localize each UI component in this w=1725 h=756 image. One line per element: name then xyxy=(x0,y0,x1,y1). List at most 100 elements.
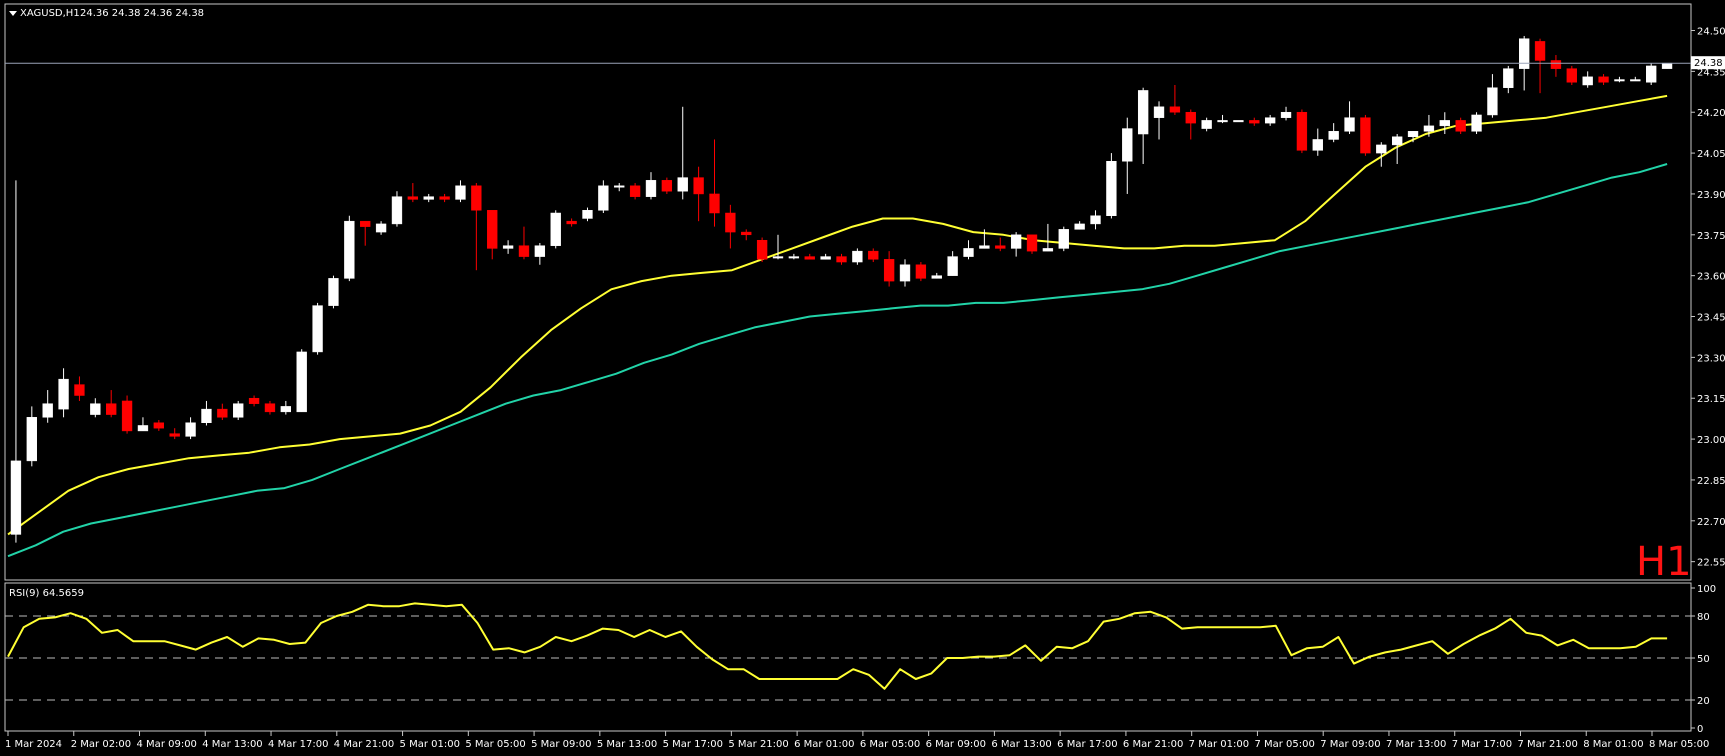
bearish-candle xyxy=(1598,76,1609,83)
bullish-candle xyxy=(1646,65,1657,83)
rsi-tick-label: 0 xyxy=(1697,724,1703,735)
bullish-candle xyxy=(1503,68,1514,88)
bullish-candle xyxy=(1201,120,1212,129)
rsi-level-lines xyxy=(5,615,1691,701)
bullish-candle xyxy=(201,408,212,423)
bullish-candle xyxy=(582,210,593,219)
time-tick-label: 5 Mar 21:00 xyxy=(728,739,788,750)
bullish-candle xyxy=(1344,117,1355,132)
bullish-candle xyxy=(852,250,863,263)
time-tick-label: 5 Mar 05:00 xyxy=(465,739,525,750)
bearish-candle xyxy=(1566,68,1577,83)
bearish-candle xyxy=(1249,120,1260,124)
time-tick-label: 6 Mar 13:00 xyxy=(991,739,1051,750)
bearish-candle xyxy=(868,250,879,260)
bullish-candle xyxy=(502,245,514,249)
bullish-candle xyxy=(58,378,69,410)
bearish-candle xyxy=(661,180,673,192)
bullish-candle xyxy=(1630,79,1641,82)
bearish-candle xyxy=(693,177,704,195)
bearish-candle xyxy=(804,256,815,260)
bullish-candle xyxy=(1074,223,1085,230)
time-tick-label: 6 Mar 05:00 xyxy=(860,739,920,750)
bullish-candle xyxy=(26,417,37,462)
bearish-candle xyxy=(1026,234,1038,252)
time-tick-label: 5 Mar 13:00 xyxy=(597,739,657,750)
bearish-candle xyxy=(487,210,498,249)
bullish-candle xyxy=(296,351,307,413)
bearish-candle xyxy=(106,403,117,415)
rsi-tick-label: 100 xyxy=(1697,584,1716,595)
bullish-candle xyxy=(550,212,561,246)
bearish-candle xyxy=(74,384,85,396)
bullish-candle xyxy=(1153,106,1165,118)
bullish-candle xyxy=(90,403,101,415)
bullish-candle xyxy=(1233,120,1244,123)
bullish-candle xyxy=(1312,139,1323,151)
rsi-tick-label: 80 xyxy=(1697,612,1710,623)
chevron-down-icon[interactable] xyxy=(9,11,17,16)
bearish-candle xyxy=(471,185,482,211)
bearish-candle xyxy=(883,259,895,282)
bullish-candle xyxy=(328,278,339,306)
price-tick-label: 24.35 xyxy=(1697,67,1725,78)
candlestick-series xyxy=(10,35,1673,543)
price-tick-label: 23.30 xyxy=(1697,353,1725,364)
time-tick-label: 6 Mar 09:00 xyxy=(926,739,986,750)
bullish-candle xyxy=(375,223,387,233)
time-tick-label: 1 Mar 2024 xyxy=(5,739,62,750)
bullish-candle xyxy=(1614,79,1625,82)
price-tick-label: 22.70 xyxy=(1697,517,1725,528)
bearish-candle xyxy=(725,212,736,233)
bullish-candle xyxy=(1487,87,1498,116)
bullish-candle xyxy=(1010,234,1022,249)
time-tick-label: 6 Mar 17:00 xyxy=(1057,739,1117,750)
price-tick-label: 24.05 xyxy=(1697,149,1725,160)
slow-moving-average-line xyxy=(7,163,1668,558)
bullish-candle xyxy=(1423,125,1435,132)
time-tick-label: 4 Mar 17:00 xyxy=(268,739,328,750)
bearish-candle xyxy=(1296,111,1308,151)
bullish-candle xyxy=(534,245,546,257)
bullish-candle xyxy=(1471,114,1482,132)
rsi-axis: 100 80 50 20 0 xyxy=(1691,584,1716,735)
bullish-candle xyxy=(598,185,609,211)
bearish-candle xyxy=(153,422,164,429)
bullish-candle xyxy=(1328,131,1339,140)
current-price-tag: 24.38 xyxy=(1691,56,1725,70)
time-tick-label: 4 Mar 13:00 xyxy=(202,739,262,750)
fast-moving-average-line xyxy=(7,94,1668,536)
bearish-candle xyxy=(439,196,450,200)
bullish-candle xyxy=(1439,120,1450,127)
current-price-label: 24.38 xyxy=(1694,58,1723,69)
bearish-candle xyxy=(217,408,228,418)
bearish-candle xyxy=(1534,41,1546,61)
bearish-candle xyxy=(915,264,927,279)
price-tick-label: 23.15 xyxy=(1697,394,1725,405)
bearish-candle xyxy=(1185,111,1196,124)
bullish-candle xyxy=(645,180,657,197)
bullish-candle xyxy=(1661,62,1673,69)
bullish-candle xyxy=(820,256,831,260)
time-tick-label: 6 Mar 01:00 xyxy=(794,739,854,750)
time-tick-label: 5 Mar 09:00 xyxy=(531,739,591,750)
bullish-candle xyxy=(455,185,466,200)
bullish-candle xyxy=(312,305,323,353)
bullish-candle xyxy=(947,256,958,276)
bullish-candle xyxy=(1090,215,1101,225)
bullish-candle xyxy=(1217,120,1228,123)
bullish-candle xyxy=(1391,136,1403,146)
rsi-panel-frame xyxy=(4,582,1692,732)
bullish-candle xyxy=(1280,111,1292,118)
bullish-candle xyxy=(10,460,22,535)
bullish-candle xyxy=(391,196,403,225)
bearish-candle xyxy=(1550,60,1562,69)
time-axis: 1 Mar 2024 2 Mar 02:00 4 Mar 09:00 4 Mar 13… xyxy=(5,731,1709,750)
time-tick-label: 4 Mar 21:00 xyxy=(334,739,394,750)
ohlc-readout: 24.36 24.38 24.36 24.38 xyxy=(80,8,204,19)
bullish-candle xyxy=(280,406,292,413)
time-tick-label: 6 Mar 21:00 xyxy=(1123,739,1183,750)
bearish-candle xyxy=(836,256,847,263)
